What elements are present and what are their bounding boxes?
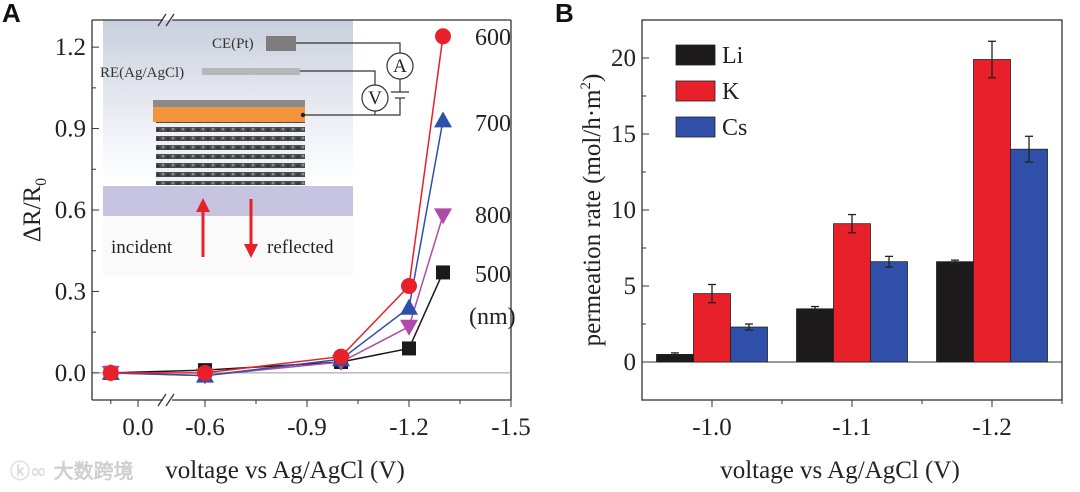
re-label: RE(Ag/AgCl) [100,65,184,81]
substrate-band [103,186,353,216]
watermark-logo-icon: ⓚ∞ [10,459,54,483]
panel-b: B 0 5 10 15 20 -1.0 -1.1 -1.2 Li K Cs permeation … [555,0,1063,484]
ammeter-icon [386,52,414,80]
y-axis-label-b: permeation rate (mol/h·m2) [578,74,606,347]
y-axis-label-a-main: ΔR/R [19,185,46,242]
y-tick-label-b: 5 [624,273,637,300]
panel-label-a: A [2,0,21,28]
x-tick-label-a: -0.9 [287,414,327,441]
circuit-wires [296,42,409,116]
legend-swatch-Cs [675,116,716,138]
x-tick-label-a: -1.2 [389,414,429,441]
ce-label: CE(Pt) [212,36,254,52]
voltmeter-icon [361,84,389,112]
data-point-800 [400,319,418,336]
reference-electrode [202,68,300,75]
x-tick-label-b: -1.0 [692,414,732,441]
series-label-700: 700 [475,111,511,137]
data-point-600 [102,364,119,381]
y-axis-label-b-sup: 2 [578,82,594,90]
incident-arrow-icon [196,198,210,257]
watermark: ⓚ∞ 大数跨境 [10,459,134,483]
reflected-arrow-icon [244,199,258,258]
reflected-label: reflected [267,237,334,258]
series-label-500: 500 [475,262,511,288]
y-tick-label-a: 0.3 [55,278,86,305]
unit-label: (nm) [469,304,516,330]
data-point-500 [436,265,450,280]
bar-K [833,223,871,363]
y-tick-label-b: 15 [611,121,636,148]
axis-break-icon [165,13,175,27]
top-electrode-layer [153,100,305,108]
inset-lower-area [103,216,353,276]
bar-Cs [870,261,908,363]
x-tick-label-b: -1.2 [972,414,1012,441]
y-tick-label-a: 0.9 [55,116,86,143]
data-point-700 [434,111,452,128]
bar-Cs [1010,148,1048,363]
plot-area-b [656,40,1048,363]
y-axis-label-a: ΔR/R0 [19,178,50,242]
bar-K [973,59,1011,363]
x-axis-label-a: voltage vs Ag/AgCl (V) [165,457,405,484]
contact-dot [300,112,306,118]
layered-film [156,122,305,185]
series-label-800: 800 [475,203,511,229]
watermark-text: 大数跨境 [54,459,134,483]
series-label-600: 600 [475,25,511,51]
bar-Li [796,308,834,363]
legend-swatch-K [675,80,716,102]
x-tick-label-a: -0.6 [185,414,225,441]
y-tick-label-b: 20 [611,45,636,72]
data-point-600 [333,348,349,365]
axis-break-icon [157,13,167,27]
data-point-700 [400,298,418,315]
y-tick-label-a: 0.0 [55,360,86,387]
y-tick-label-b: 0 [624,349,637,376]
legend-swatch-Li [675,44,716,66]
data-point-500 [402,341,416,356]
x-tick-label-a: 0.0 [122,414,153,441]
y-tick-label-a: 0.6 [55,197,86,224]
y-axis-label-b-main: permeation rate (mol/h·m [579,89,606,346]
inset-schematic: CE(Pt) RE(Ag/AgCl) A V [100,20,414,276]
legend-label-K: K [722,79,740,105]
axis-break-icon [157,393,167,407]
x-axis-label-b: voltage vs Ag/AgCl (V) [720,457,960,484]
y-axis-label-b-end: ) [579,74,606,82]
y-axis-label-a-sub: 0 [33,178,50,186]
y-tick-label-a: 1.2 [55,34,86,61]
axes-b: 0 5 10 15 20 -1.0 -1.1 -1.2 [611,19,1063,441]
bar-K [693,293,731,363]
y-tick-label-b: 10 [611,197,636,224]
data-point-800 [434,208,452,225]
axes-a: 0.0 0.3 0.6 0.9 1.2 0.0 -0.6 -0.9 -1.2 -1.5 [55,13,531,441]
panel-a: A CE(Pt) RE(Ag/AgCl) A [2,0,531,484]
x-tick-label-b: -1.1 [832,414,872,441]
data-point-600 [197,364,213,381]
ammeter-label: A [393,56,407,77]
data-point-600 [401,278,417,294]
counter-electrode [266,36,296,51]
incident-label: incident [111,237,173,258]
gold-layer [153,107,305,122]
voltmeter-label: V [368,88,382,109]
data-point-600 [435,28,451,45]
legend-label-Li: Li [722,43,744,69]
axis-break-icon [165,393,175,407]
bar-Cs [730,326,768,363]
legend: Li K Cs [675,43,747,141]
plot-area-a [101,28,452,385]
panel-label-b: B [555,0,574,28]
bar-Li [936,261,974,363]
series-line-500 [110,272,444,374]
x-tick-label-a: -1.5 [491,414,531,441]
legend-label-Cs: Cs [722,115,747,141]
